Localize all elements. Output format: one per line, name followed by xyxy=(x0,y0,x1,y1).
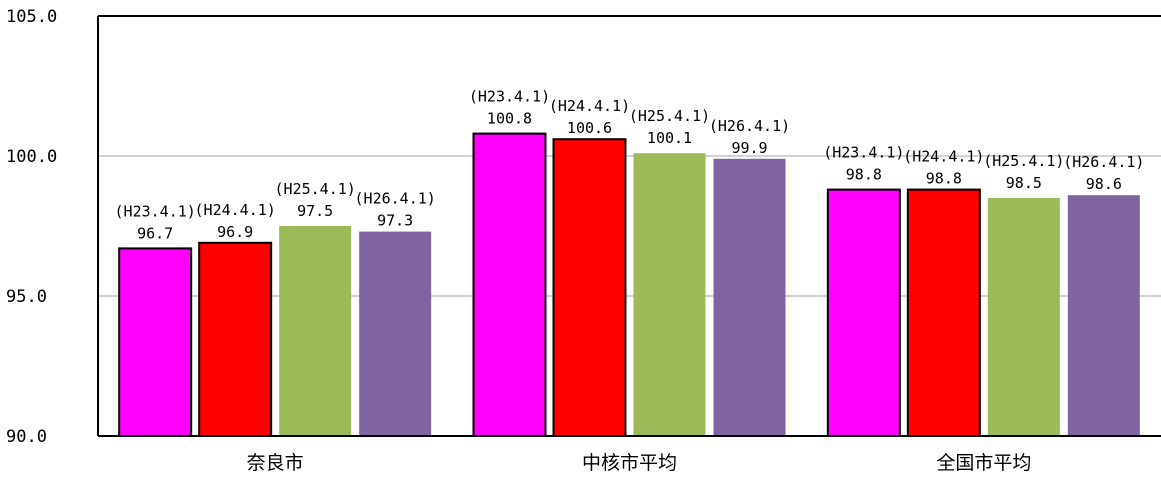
bar-value-label: 97.5 xyxy=(297,202,333,220)
bar-period-label: (H23.4.1) xyxy=(115,202,196,220)
bar xyxy=(633,153,706,436)
bar xyxy=(713,158,786,437)
bar-period-label: (H23.4.1) xyxy=(469,88,550,106)
bar xyxy=(987,198,1060,436)
bars xyxy=(118,132,1140,437)
y-tick-label: 105.0 xyxy=(6,7,57,27)
bar-period-label: (H25.4.1) xyxy=(275,180,356,198)
x-category-label: 奈良市 xyxy=(247,452,304,474)
bar-value-label: 99.9 xyxy=(731,139,767,157)
bar-period-label: (H26.4.1) xyxy=(1063,153,1144,171)
bar-value-label: 98.8 xyxy=(926,170,962,188)
axes: 90.0 95.0 100.0 105.0 奈良市 中核市平均 全国市平均 xyxy=(6,7,1161,474)
bar-period-label: (H24.4.1) xyxy=(549,97,630,115)
bar xyxy=(472,132,547,437)
bar-value-label: 98.6 xyxy=(1086,175,1122,193)
bar-value-label: 98.5 xyxy=(1006,174,1042,192)
bar-period-label: (H25.4.1) xyxy=(629,107,710,125)
bar xyxy=(906,188,981,437)
bar-value-label: 100.6 xyxy=(567,119,612,137)
bar xyxy=(552,138,627,437)
data-labels: (H23.4.1) 96.7 (H24.4.1) 96.9 (H25.4.1) 97.5 (… xyxy=(115,88,1145,243)
bar xyxy=(1067,195,1140,436)
bar xyxy=(118,247,193,437)
y-tick-label: 90.0 xyxy=(6,427,47,447)
x-category-label: 全国市平均 xyxy=(936,452,1031,474)
bar-value-label: 100.8 xyxy=(487,110,532,128)
bar-period-label: (H24.4.1) xyxy=(195,201,276,219)
y-tick-label: 100.0 xyxy=(6,147,57,167)
bar-period-label: (H25.4.1) xyxy=(983,152,1064,170)
bar-period-label: (H26.4.1) xyxy=(355,190,436,208)
bar-period-label: (H24.4.1) xyxy=(903,148,984,166)
bar-value-label: 96.9 xyxy=(217,223,253,241)
bar-value-label: 96.7 xyxy=(137,224,173,242)
gridlines xyxy=(98,155,1161,297)
bar xyxy=(359,231,432,436)
bar-period-label: (H23.4.1) xyxy=(823,144,904,162)
x-category-label: 中核市平均 xyxy=(582,452,677,474)
bar xyxy=(279,226,352,436)
bar-value-label: 100.1 xyxy=(647,129,692,147)
bar xyxy=(826,188,901,437)
bar xyxy=(198,241,273,437)
bar-value-label: 98.8 xyxy=(846,166,882,184)
bar-value-label: 97.3 xyxy=(377,212,413,230)
bar-period-label: (H26.4.1) xyxy=(709,117,790,135)
y-tick-label: 95.0 xyxy=(6,287,47,307)
